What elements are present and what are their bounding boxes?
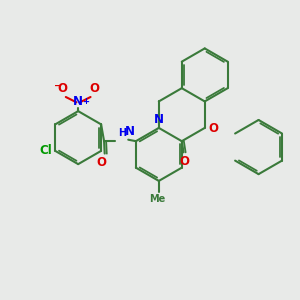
Text: O: O — [179, 155, 189, 168]
Text: +: + — [82, 98, 89, 106]
Text: O: O — [208, 122, 218, 135]
Text: −: − — [53, 80, 62, 91]
Text: Cl: Cl — [39, 144, 52, 158]
Text: O: O — [57, 82, 67, 95]
Text: N: N — [154, 112, 164, 126]
Text: N: N — [73, 94, 83, 108]
Text: O: O — [96, 156, 106, 169]
Text: O: O — [89, 82, 99, 95]
Text: N: N — [125, 125, 135, 138]
Text: Me: Me — [149, 194, 166, 204]
Text: H: H — [118, 128, 126, 138]
